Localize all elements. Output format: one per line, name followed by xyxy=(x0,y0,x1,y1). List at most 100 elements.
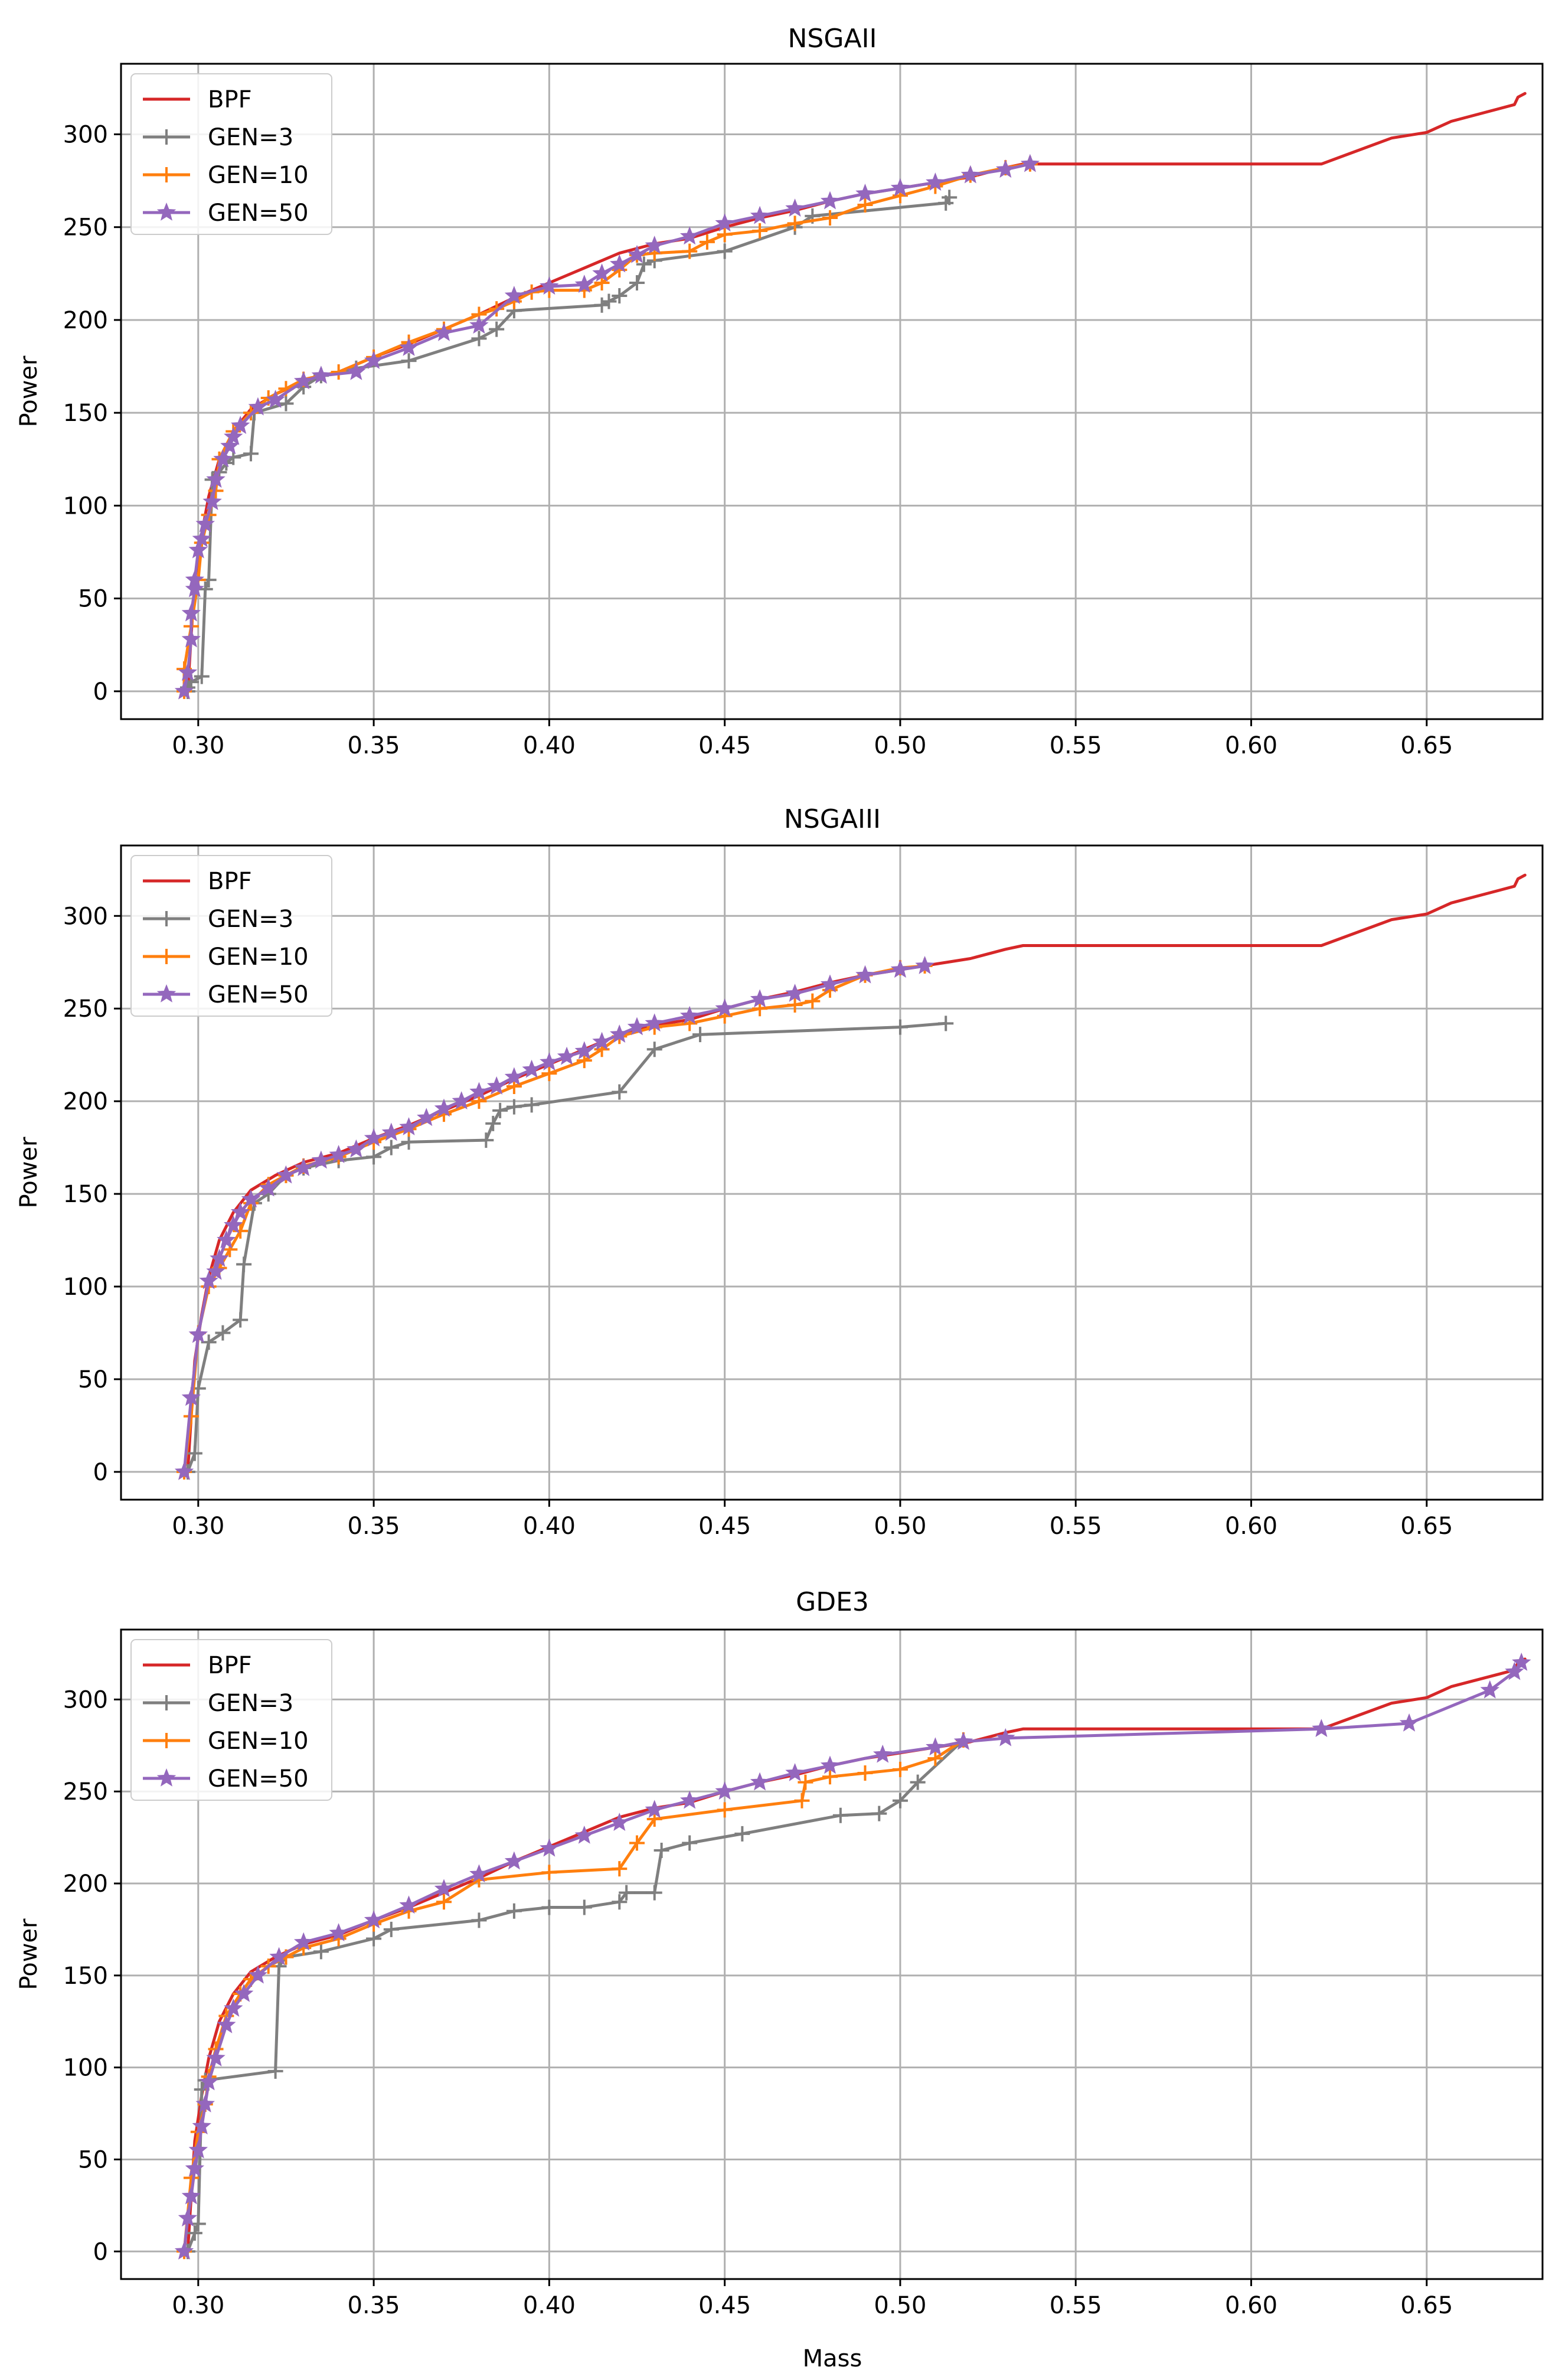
legend-label-nsgaiii-gen10: GEN=10 xyxy=(208,943,309,971)
marker-nsgaiii-gen50-22 xyxy=(469,1082,489,1101)
legend-marker-nsgaii-gen3 xyxy=(159,129,174,145)
marker-nsgaii-gen50-19 xyxy=(347,361,366,380)
xtick-label-nsgaiii-7: 0.65 xyxy=(1400,1513,1453,1540)
marker-gde3-gen50-27 xyxy=(750,1772,770,1791)
marker-nsgaii-gen50-5 xyxy=(185,570,205,588)
marker-gde3-gen50-37 xyxy=(1505,1661,1524,1680)
marker-nsgaiii-gen50-6 xyxy=(217,1230,236,1249)
marker-nsgaiii-gen50-39 xyxy=(890,959,910,978)
marker-nsgaiii-gen50-4 xyxy=(206,1261,226,1280)
xlabel-gde3: Mass xyxy=(803,2345,862,2372)
ytick-label-nsgaii-2: 100 xyxy=(63,492,108,520)
marker-gde3-gen50-34 xyxy=(1312,1719,1331,1738)
marker-gde3-gen3-9 xyxy=(366,1931,382,1947)
marker-gde3-gen10-18 xyxy=(612,1861,628,1877)
marker-gde3-gen10-27 xyxy=(927,1751,943,1767)
marker-gde3-gen50-18 xyxy=(434,1879,454,1898)
legend-entries-nsgaiii: BPF GEN=3 GEN=10 GEN=50 xyxy=(143,868,309,1008)
marker-nsgaii-gen3-3 xyxy=(194,668,210,684)
xtick-label-gde3-4: 0.50 xyxy=(874,2292,926,2319)
marker-nsgaii-gen50-14 xyxy=(230,416,250,434)
marker-nsgaii-gen10-29 xyxy=(717,227,733,243)
legend-label-gde3-gen10: GEN=10 xyxy=(208,1728,309,1755)
marker-nsgaii-gen50-18 xyxy=(311,365,331,384)
marker-gde3-gen50-4 xyxy=(188,2140,208,2159)
xtick-label-gde3-3: 0.45 xyxy=(698,2292,751,2319)
legend-label-nsgaiii-gen3: GEN=3 xyxy=(208,906,293,933)
panel-nsgaiii: NSGAIII 0.30 0.35 0.40 0.45 0.50 0.55 0.60 0.65… xyxy=(15,804,1544,1540)
legend-marker-nsgaiii-gen50 xyxy=(156,984,177,1003)
ylabel-nsgaii: Power xyxy=(15,355,43,427)
marker-nsgaiii-gen3-19 xyxy=(524,1097,540,1113)
marker-gde3-gen10-24 xyxy=(822,1769,838,1785)
ytick-label-nsgaii-6: 300 xyxy=(63,121,108,148)
panel-nsgaii: NSGAII 0.30 0.35 0.40 0.45 0.50 0.55 0.60 0.650… xyxy=(15,24,1544,759)
marker-nsgaii-gen50-37 xyxy=(890,178,910,197)
marker-nsgaiii-gen3-22 xyxy=(692,1027,708,1043)
marker-nsgaii-gen50-38 xyxy=(926,172,945,191)
panel-title-nsgaii: NSGAII xyxy=(788,24,877,54)
legend-frame-gde3 xyxy=(130,1639,332,1801)
marker-nsgaiii-gen50-14 xyxy=(329,1145,348,1163)
marker-gde3-gen3-2 xyxy=(190,2216,206,2232)
ticks-gde3: 0.30 0.35 0.40 0.45 0.50 0.55 0.60 0.65 0 50 100 15… xyxy=(63,1686,1453,2319)
marker-nsgaiii-gen3-23 xyxy=(892,1019,908,1035)
legend-label-gde3-gen3: GEN=3 xyxy=(208,1690,293,1717)
marker-nsgaiii-gen50-0 xyxy=(174,1461,194,1480)
marker-nsgaii-gen3-18 xyxy=(489,321,505,337)
grid-nsgaii xyxy=(121,64,1543,719)
marker-gde3-gen10-15 xyxy=(436,1894,452,1910)
legend-nsgaiii: BPF GEN=3 GEN=10 GEN=50 xyxy=(130,855,332,1017)
series-nsgaii-gen50 xyxy=(174,154,1040,700)
marker-nsgaii-gen50-6 xyxy=(188,540,208,559)
xtick-label-nsgaiii-6: 0.60 xyxy=(1225,1513,1277,1540)
marker-gde3-gen50-29 xyxy=(820,1755,840,1774)
marker-gde3-gen50-1 xyxy=(178,2208,198,2226)
marker-nsgaii-gen3-12 xyxy=(278,396,294,412)
marker-nsgaiii-gen50-29 xyxy=(592,1031,612,1050)
marker-nsgaiii-gen50-1 xyxy=(181,1387,201,1406)
legend-gde3: BPF GEN=3 GEN=10 GEN=50 xyxy=(130,1639,332,1801)
marker-gde3-gen3-18 xyxy=(653,1842,669,1858)
xtick-label-nsgaiii-2: 0.40 xyxy=(523,1513,576,1540)
marker-nsgaii-gen50-3 xyxy=(181,603,201,622)
marker-gde3-gen50-3 xyxy=(185,2158,205,2177)
xtick-label-nsgaii-1: 0.35 xyxy=(348,732,400,759)
marker-gde3-gen50-33 xyxy=(996,1728,1015,1746)
marker-nsgaii-gen10-30 xyxy=(752,223,768,239)
legend-label-nsgaii-bpf: BPF xyxy=(208,86,252,113)
marker-nsgaii-gen50-29 xyxy=(627,244,647,263)
marker-gde3-gen50-2 xyxy=(181,2186,201,2205)
marker-gde3-gen3-21 xyxy=(832,1807,848,1823)
marker-nsgaii-gen50-24 xyxy=(504,286,524,304)
marker-nsgaii-gen10-32 xyxy=(822,210,838,226)
marker-nsgaiii-gen50-33 xyxy=(679,1005,700,1024)
ytick-label-nsgaii-1: 50 xyxy=(78,586,108,613)
marker-nsgaii-gen3-26 xyxy=(717,243,733,259)
marker-nsgaii-gen10-27 xyxy=(682,243,698,259)
marker-nsgaii-gen3-17 xyxy=(471,331,487,347)
marker-nsgaiii-gen3-4 xyxy=(215,1325,231,1341)
marker-nsgaii-gen50-36 xyxy=(855,184,875,202)
marker-nsgaiii-gen50-11 xyxy=(276,1165,296,1184)
marker-nsgaii-gen50-16 xyxy=(266,390,285,408)
marker-gde3-gen50-31 xyxy=(926,1737,945,1756)
marker-nsgaiii-gen10-25 xyxy=(787,997,803,1013)
legend-marker-nsgaii-gen10 xyxy=(159,167,174,182)
xtick-label-nsgaiii-4: 0.50 xyxy=(874,1513,926,1540)
marker-nsgaii-gen50-1 xyxy=(178,662,198,681)
marker-gde3-gen50-15 xyxy=(329,1923,348,1941)
marker-gde3-gen50-6 xyxy=(195,2094,215,2113)
marker-nsgaiii-gen50-9 xyxy=(241,1189,261,1208)
marker-nsgaiii-gen50-31 xyxy=(627,1017,647,1036)
marker-nsgaii-gen50-27 xyxy=(592,263,612,282)
xtick-label-nsgaii-2: 0.40 xyxy=(523,732,576,759)
xtick-label-nsgaiii-3: 0.45 xyxy=(698,1513,751,1540)
marker-gde3-gen50-28 xyxy=(785,1763,805,1781)
legend-label-gde3-gen50: GEN=50 xyxy=(208,1765,309,1793)
marker-nsgaiii-gen50-23 xyxy=(486,1076,506,1095)
xtick-label-nsgaii-5: 0.55 xyxy=(1050,732,1102,759)
ytick-label-nsgaii-3: 150 xyxy=(63,400,108,427)
marker-nsgaii-gen3-23 xyxy=(629,275,645,291)
marker-nsgaiii-gen50-16 xyxy=(364,1128,384,1147)
